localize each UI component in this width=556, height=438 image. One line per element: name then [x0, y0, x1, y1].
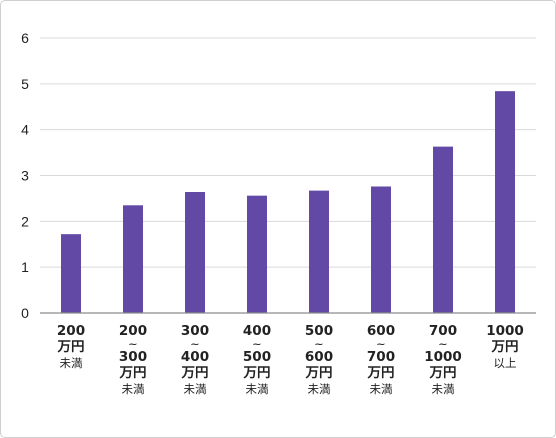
- x-tick-label-line: 600: [367, 323, 395, 339]
- x-tick-label-line: 500: [305, 323, 333, 339]
- bar: [123, 205, 143, 313]
- y-tick-label: 1: [21, 259, 29, 275]
- x-tick-label-line: ~: [252, 337, 262, 351]
- x-tick-label-line: 300: [119, 349, 147, 365]
- y-tick-label: 3: [21, 168, 29, 184]
- x-tick-label-line: 400: [243, 323, 271, 339]
- y-tick-label: 2: [21, 213, 29, 229]
- x-tick-label-line: 万円: [243, 365, 271, 381]
- x-tick-label-line: ~: [438, 337, 448, 351]
- x-tick-label-line: 400: [181, 349, 209, 365]
- x-tick-label: 600 ~700 万円未満: [367, 323, 396, 396]
- x-tick-label-line: 万円: [429, 365, 457, 381]
- x-tick-label-line: 万円: [119, 365, 147, 381]
- x-tick-label-line: 以上: [494, 356, 517, 370]
- x-tick-label-line: 未満: [122, 382, 145, 396]
- y-tick-label: 4: [21, 122, 29, 138]
- bar: [309, 190, 329, 313]
- x-tick-label-line: 未満: [432, 382, 455, 396]
- x-tick-label-line: ~: [376, 337, 386, 351]
- x-tick-label-line: 1000: [486, 323, 524, 339]
- x-tick-label: 200 ~300 万円未満: [119, 323, 148, 396]
- x-tick-label-line: 300: [181, 323, 209, 339]
- x-tick-label-line: 万円: [305, 365, 333, 381]
- x-tick-label: 400 ~500 万円未満: [243, 323, 272, 396]
- x-tick-label-line: 200: [57, 323, 85, 339]
- y-tick-label: 6: [21, 30, 29, 46]
- x-tick-label-line: 1000: [424, 349, 462, 365]
- x-tick-label-line: 万円: [491, 339, 519, 355]
- x-tick-label-line: 600: [305, 349, 333, 365]
- x-tick-label-line: 200: [119, 323, 147, 339]
- x-tick-label-line: 未満: [60, 356, 83, 370]
- y-tick-label: 0: [21, 305, 29, 321]
- x-tick-label: 500 ~600 万円未満: [305, 323, 334, 396]
- x-tick-label-line: 未満: [370, 382, 393, 396]
- x-tick-label-line: ~: [190, 337, 200, 351]
- y-tick-label: 5: [21, 76, 29, 92]
- x-tick-label-line: 500: [243, 349, 271, 365]
- x-tick-label-line: 未満: [308, 382, 331, 396]
- x-tick-label-line: 700: [429, 323, 457, 339]
- x-tick-label-line: 万円: [367, 365, 395, 381]
- bar: [371, 186, 391, 313]
- x-tick-label-line: 700: [367, 349, 395, 365]
- bar: [495, 91, 515, 314]
- x-tick-label: 300 ~400 万円未満: [181, 323, 210, 396]
- x-tick-label-line: 万円: [181, 365, 209, 381]
- bar: [61, 234, 81, 313]
- x-tick-label: 1000 万円以上: [486, 323, 524, 370]
- x-tick-label-line: 未満: [184, 382, 207, 396]
- x-tick-label-line: 万円: [57, 339, 85, 355]
- bar: [433, 146, 453, 313]
- bar: [247, 195, 267, 313]
- x-tick-label: 700 ~1000 万円未満: [424, 323, 462, 396]
- x-tick-label-line: 未満: [246, 382, 269, 396]
- x-tick-label: 200 万円未満: [57, 323, 86, 370]
- x-tick-label-line: ~: [314, 337, 324, 351]
- x-tick-label-line: ~: [128, 337, 138, 351]
- bar: [185, 192, 205, 313]
